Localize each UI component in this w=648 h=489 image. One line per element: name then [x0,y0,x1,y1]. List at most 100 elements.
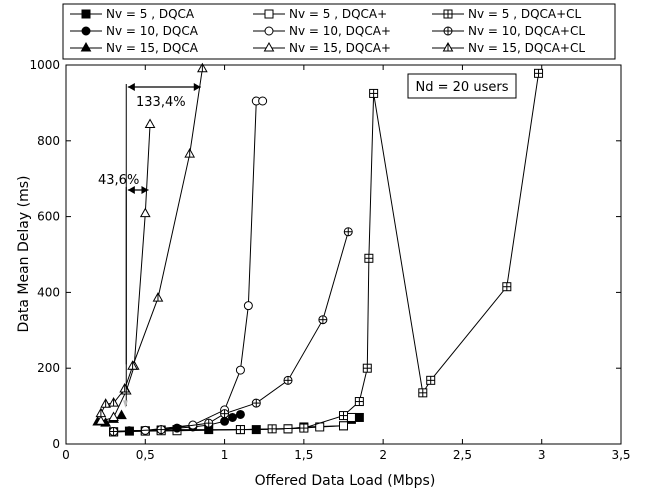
data-point [119,383,131,393]
legend-entry: Nv = 5 , DQCA [70,7,195,21]
series-6 [109,227,353,436]
y-tick-label: 600 [37,210,60,224]
data-point [235,365,245,375]
data-point [109,426,119,436]
data-point [81,9,91,19]
data-point [263,41,275,52]
legend-label: Nv = 15, DQCA+ [289,41,391,55]
data-point [502,282,512,292]
data-point [235,409,245,419]
y-axis-label: Data Mean Delay (ms) [16,176,32,333]
data-point [204,418,214,428]
x-tick-label: 1,5 [294,448,313,462]
x-tick-label: 2 [379,448,387,462]
annotation-small-arrow [123,400,128,408]
series-5 [109,96,268,436]
data-point [197,62,208,73]
annotation-pct-low: 43,6% [98,173,139,188]
data-point [264,9,274,19]
data-point [362,363,372,373]
legend-label: Nv = 10, DQCA+ [289,24,391,38]
data-point [184,148,196,158]
y-tick-label: 1000 [29,58,60,72]
plot-area-border [65,64,622,445]
data-point [318,315,328,325]
data-point [283,375,293,385]
data-point [442,41,454,52]
legend-entry: Nv = 10, DQCA [70,24,199,38]
data-point [139,207,151,218]
x-tick-label: 2,5 [453,448,472,462]
data-point [220,416,230,426]
legend-entry: Nv = 5 , DQCA+CL [432,7,582,21]
legend-label: Nv = 15, DQCA [106,41,199,55]
data-point [228,412,237,422]
legend-entry: Nv = 15, DQCA+ [253,41,391,55]
data-point [264,26,274,36]
data-point [443,26,453,36]
series-line [100,124,151,422]
x-tick-label: 3,5 [611,448,630,462]
data-point [152,292,164,302]
x-tick-label: 3 [538,448,546,462]
data-point [426,375,436,385]
y-tick-label: 0 [52,437,60,451]
series-line [113,100,263,432]
legend-label: Nv = 5 , DQCA [106,7,195,21]
data-point [108,411,119,421]
data-point [258,96,268,106]
data-point [443,9,453,19]
legend-label: Nv = 5 , DQCA+ [289,7,387,21]
series-line [100,68,203,414]
data-point [116,409,127,420]
y-tick-label: 400 [37,285,60,299]
annotation-arrow [127,186,149,194]
data-point [346,412,356,422]
annotation-box [407,73,517,99]
x-tick-label: 0,5 [136,448,155,462]
y-tick-label: 200 [37,361,60,375]
data-point [534,68,544,78]
data-point [364,253,374,263]
legend-label: Nv = 5 , DQCA+CL [468,7,582,21]
data-point [243,301,253,311]
data-point [81,26,91,36]
data-point [108,397,119,407]
legend-label: Nv = 10, DQCA+CL [468,24,585,38]
data-point [95,415,107,425]
data-point [144,118,156,129]
data-point [267,424,277,434]
x-tick-label: 0 [62,448,70,462]
data-point [156,425,166,435]
legend-box [62,3,616,60]
data-point [354,412,364,422]
data-point [418,388,428,398]
legend-entry: Nv = 15, DQCA+CL [432,41,585,55]
series-layer [92,62,544,437]
annotation-layer: Nd = 20 users 133,4% 43,6% [98,73,517,408]
legend-entry: Nv = 5 , DQCA+ [253,7,387,21]
x-axis-label: Offered Data Load (Mbps) [255,473,436,489]
series-9 [95,62,208,418]
data-point [339,421,348,431]
data-point [235,425,245,435]
data-point [127,360,138,370]
legend-label: Nv = 10, DQCA [106,24,199,38]
annotation-arrow [127,83,201,91]
data-point [339,411,348,421]
series-line [113,231,349,432]
data-point [80,41,92,52]
data-point [100,398,111,408]
legend: Nv = 5 , DQCA Nv = 5 , DQCA+ Nv = 5 , DQCA… [62,3,616,60]
plot-frame [65,64,622,445]
legend-entry: Nv = 10, DQCA+ [253,24,391,38]
annotation-pct-high: 133,4% [136,95,186,110]
data-point [220,409,230,419]
x-tick-label: 1 [221,448,229,462]
series-3 [109,68,544,437]
annotation-box-label: Nd = 20 users [416,80,509,95]
data-point [354,397,364,407]
data-point [251,398,261,408]
series-8 [95,118,156,425]
